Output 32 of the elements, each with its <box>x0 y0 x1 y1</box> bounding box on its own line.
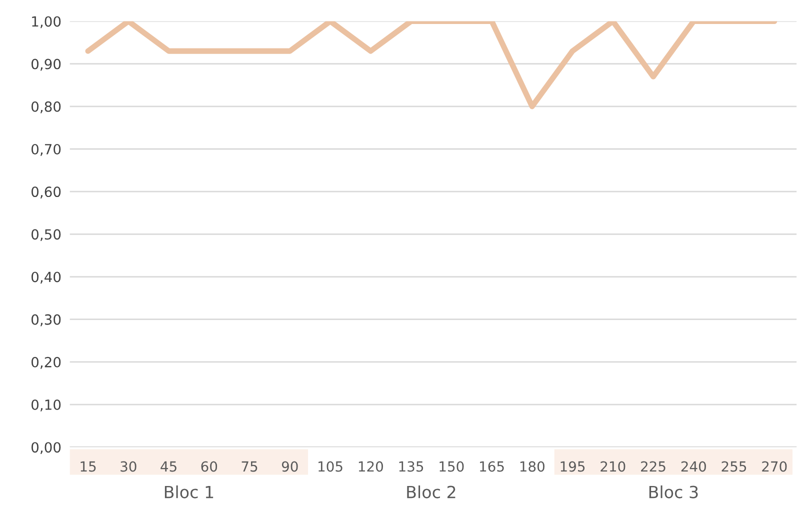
x-tick-label: 150 <box>440 461 464 472</box>
y-tick-label: 0,20 <box>32 356 61 369</box>
y-tick-label: 0,10 <box>32 399 61 412</box>
x-tick-label: 105 <box>318 461 342 472</box>
x-tick-label: 15 <box>80 461 96 472</box>
y-tick-label: 1,00 <box>32 16 61 28</box>
x-tick-label: 180 <box>520 461 544 472</box>
x-tick-label: 225 <box>641 461 666 472</box>
y-tick-label: 0,70 <box>32 144 61 156</box>
y-tick-label: 0,00 <box>32 442 61 454</box>
x-tick-label: 270 <box>762 461 787 472</box>
x-tick-label: 195 <box>560 461 585 472</box>
y-tick-label: 0,90 <box>32 58 61 71</box>
x-tick-label: 210 <box>600 461 626 472</box>
x-tick-label: 30 <box>120 461 136 472</box>
x-tick-label: 165 <box>480 461 504 472</box>
text: Bloc 3 <box>649 485 698 498</box>
y-tick-label: 0,60 <box>32 186 61 198</box>
text: Bloc 1 <box>164 485 214 498</box>
x-tick-label: 255 <box>722 461 746 472</box>
x-tick-label: 60 <box>201 461 218 472</box>
y-tick-label: 0,50 <box>32 229 61 242</box>
y-tick-label: 0,40 <box>32 272 61 284</box>
x-tick-label: 135 <box>399 461 424 472</box>
x-tick-label: 90 <box>282 461 298 472</box>
x-tick-label: 120 <box>358 461 383 472</box>
x-tick-label: 45 <box>160 461 176 472</box>
x-tick-label: 240 <box>681 461 706 472</box>
y-tick-label: 0,30 <box>32 314 61 326</box>
y-tick-label: 0,80 <box>32 101 61 114</box>
text: Bloc 2 <box>407 485 456 498</box>
x-tick-label: 75 <box>242 461 258 472</box>
